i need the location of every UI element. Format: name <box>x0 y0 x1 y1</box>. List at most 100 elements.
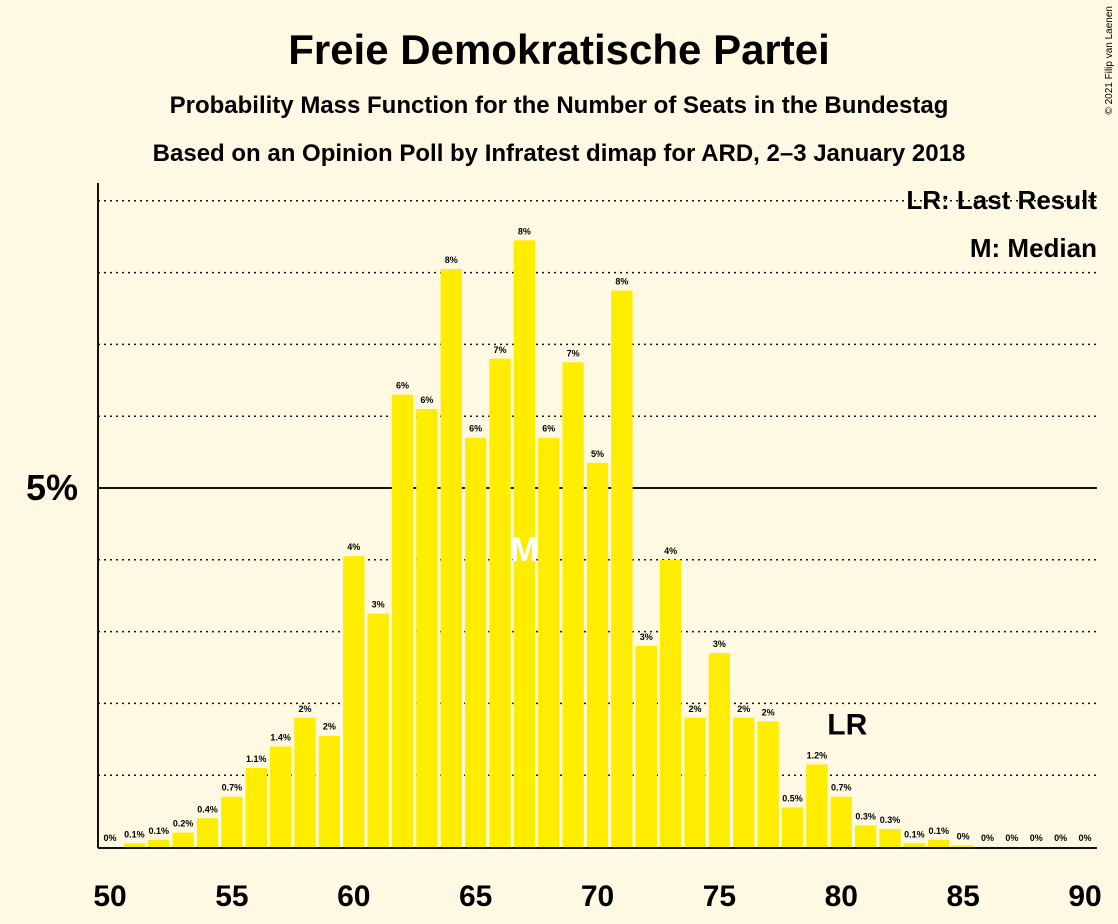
data-label-75: 3% <box>713 639 726 649</box>
x-tick-labels: 50 55 60 65 70 75 80 85 90 <box>93 880 1101 913</box>
x-tick-label-90: 90 <box>1068 880 1101 913</box>
data-label-77: 2% <box>762 707 775 717</box>
bar-81 <box>854 825 877 847</box>
data-label-53: 0.2% <box>173 819 194 829</box>
data-label-62: 6% <box>396 381 409 391</box>
data-labels: 0% 0.1% 0.1%0.2%0.4%0.7%1.1%1.4%2%2%4%3%6%… <box>103 226 1091 843</box>
x-tick-label-60: 60 <box>337 880 370 913</box>
bar-84 <box>928 839 950 847</box>
data-label-69: 7% <box>567 348 580 358</box>
bar-79 <box>806 764 828 847</box>
data-label-60: 4% <box>347 542 360 552</box>
bar-55 <box>221 796 243 847</box>
data-label-76: 2% <box>737 704 750 714</box>
bar-69 <box>562 362 584 847</box>
data-label-58: 2% <box>298 704 311 714</box>
bars <box>123 240 974 848</box>
bar-67 <box>513 240 536 848</box>
data-label-51: 0.1% <box>124 829 145 839</box>
data-label-52: 0.1% <box>148 826 169 836</box>
chart-subtitle-poll: Based on an Opinion Poll by Infratest di… <box>153 140 966 167</box>
median-marker: M <box>510 531 538 569</box>
data-label-71: 8% <box>615 277 628 287</box>
bar-76 <box>733 717 755 847</box>
bar-78 <box>781 807 804 847</box>
bar-51 <box>123 843 146 847</box>
x-tick-label-85: 85 <box>946 880 979 913</box>
data-label-81: 0.3% <box>855 811 876 821</box>
bar-60 <box>343 556 365 847</box>
bar-52 <box>148 839 170 847</box>
bar-71 <box>611 290 633 847</box>
data-label-73: 4% <box>664 546 677 556</box>
bar-64 <box>440 269 462 847</box>
bar-58 <box>294 717 316 847</box>
legend-median: M: Median <box>970 233 1097 263</box>
data-label-57: 1.4% <box>270 732 291 742</box>
x-tick-label-75: 75 <box>703 880 736 913</box>
bar-57 <box>269 746 292 847</box>
bar-56 <box>245 768 267 847</box>
y-tick-label-5: 5% <box>26 467 78 508</box>
data-label-86: 0% <box>981 833 994 843</box>
data-label-85: 0% <box>957 832 970 842</box>
data-label-66: 7% <box>493 345 506 355</box>
data-label-89: 0% <box>1054 833 1067 843</box>
data-label-78: 0.5% <box>782 794 803 804</box>
data-label-54: 0.4% <box>197 804 218 814</box>
data-label-68: 6% <box>542 424 555 434</box>
x-tick-label-80: 80 <box>825 880 858 913</box>
bar-54 <box>196 818 219 847</box>
bar-66 <box>489 358 511 847</box>
data-label-63: 6% <box>420 395 433 405</box>
chart-subtitle: Probability Mass Function for the Number… <box>170 92 949 119</box>
data-label-79: 1.2% <box>807 750 828 760</box>
data-label-83: 0.1% <box>904 829 925 839</box>
bar-74 <box>684 717 706 847</box>
data-label-74: 2% <box>688 704 701 714</box>
bar-53 <box>172 832 194 847</box>
data-label-87: 0% <box>1005 833 1018 843</box>
bar-77 <box>757 721 779 847</box>
bar-70 <box>586 462 609 847</box>
data-label-67: 8% <box>518 226 531 236</box>
data-label-72: 3% <box>640 632 653 642</box>
bar-63 <box>416 409 438 847</box>
data-label-50: 0% <box>103 833 116 843</box>
markers: M LR <box>510 531 867 742</box>
bar-73 <box>659 559 682 847</box>
data-label-80: 0.7% <box>831 783 852 793</box>
bar-68 <box>538 437 560 847</box>
data-label-70: 5% <box>591 449 604 459</box>
bar-83 <box>903 843 926 847</box>
x-tick-label-70: 70 <box>581 880 614 913</box>
bar-59 <box>318 735 341 847</box>
bar-62 <box>391 394 414 847</box>
bar-82 <box>879 829 901 847</box>
x-tick-label-50: 50 <box>93 880 126 913</box>
data-label-82: 0.3% <box>880 815 901 825</box>
axes <box>97 183 1097 849</box>
chart-title: Freie Demokratische Partei <box>288 26 830 73</box>
bar-72 <box>635 645 657 847</box>
x-tick-label-65: 65 <box>459 880 492 913</box>
data-label-56: 1.1% <box>246 754 267 764</box>
copyright-notice: © 2021 Filip van Laenen <box>1104 6 1115 115</box>
legend-last-result: LR: Last Result <box>906 185 1097 215</box>
data-label-84: 0.1% <box>928 826 949 836</box>
bar-61 <box>367 613 389 847</box>
data-label-55: 0.7% <box>222 783 243 793</box>
bar-80 <box>830 796 852 847</box>
data-label-61: 3% <box>372 600 385 610</box>
data-label-90: 0% <box>1078 833 1091 843</box>
x-tick-label-55: 55 <box>215 880 248 913</box>
bar-75 <box>708 653 731 847</box>
bar-65 <box>464 437 487 847</box>
data-label-64: 8% <box>445 255 458 265</box>
bar-85 <box>952 845 974 847</box>
data-label-65: 6% <box>469 424 482 434</box>
data-label-88: 0% <box>1030 833 1043 843</box>
last-result-marker: LR <box>827 709 867 742</box>
